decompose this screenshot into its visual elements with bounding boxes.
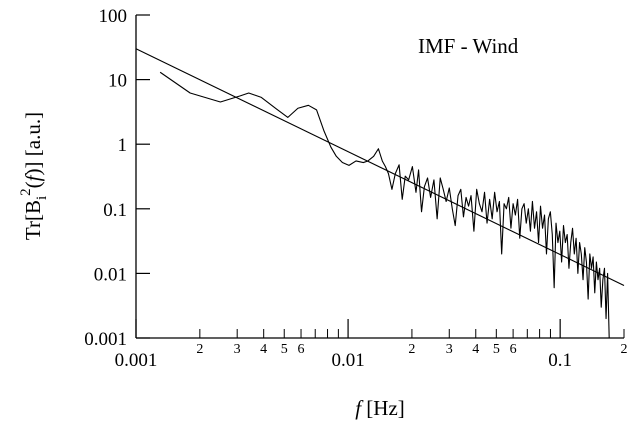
x-minor-tick-label: 2 — [196, 342, 203, 357]
x-axis-label: f [Hz] — [355, 396, 405, 420]
x-tick-label: 0.01 — [331, 350, 364, 371]
x-axis-unit: [Hz] — [361, 396, 405, 420]
x-minor-tick-label: 2 — [408, 342, 415, 357]
x-minor-tick-label: 6 — [510, 342, 517, 357]
x-minor-tick-label: 5 — [281, 342, 288, 357]
x-minor-tick-label: 6 — [298, 342, 305, 357]
y-tick-label: 0.001 — [84, 329, 127, 350]
axes — [135, 15, 624, 339]
y-axis-label-var: f — [21, 172, 45, 181]
x-tick-label: 0.1 — [548, 350, 572, 371]
y-axis-label-post: )] [a.u.] — [21, 112, 45, 176]
y-axis-label-sub: i — [34, 196, 50, 200]
y-tick-label: 1 — [118, 135, 128, 156]
x-minor-tick-label: 4 — [472, 342, 479, 357]
chart-annotation: IMF - Wind — [418, 34, 519, 58]
y-tick-label: 0.1 — [103, 200, 127, 221]
y-tick-label: 100 — [99, 6, 128, 27]
fit-line — [135, 48, 625, 286]
x-minor-tick-label: 3 — [234, 342, 241, 357]
y-axis-label-mid: ( — [21, 181, 45, 188]
x-minor-tick-label: 4 — [260, 342, 267, 357]
y-axis-label-sup: 2 — [18, 188, 34, 196]
x-axis-variable: f — [355, 396, 364, 420]
spectrum-line — [159, 71, 610, 339]
x-minor-tick-label: 3 — [446, 342, 453, 357]
y-tick-label: 0.01 — [94, 264, 127, 285]
x-minor-tick-label: 2 — [621, 342, 628, 357]
series — [135, 48, 625, 339]
x-minor-tick-label: 5 — [493, 342, 500, 357]
y-axis-label: Tr[Bi2(f)] [a.u.] — [18, 112, 50, 240]
y-tick-label: 10 — [108, 71, 127, 92]
y-axis-label-pre: Tr[B — [21, 200, 45, 240]
x-tick-label: 0.001 — [115, 350, 158, 371]
